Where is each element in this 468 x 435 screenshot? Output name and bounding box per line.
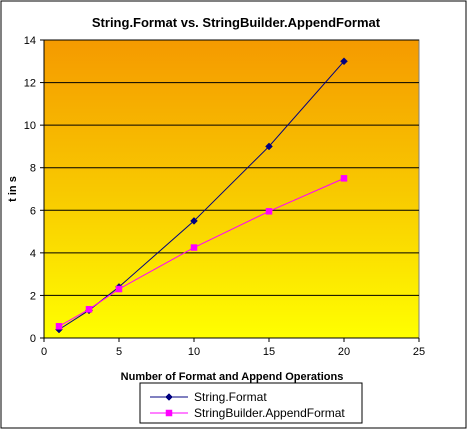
legend-item-1: String.Format: [150, 390, 267, 404]
y-tick-label: 14: [24, 35, 36, 47]
y-tick-label: 12: [24, 78, 36, 90]
legend: String.Format StringBuilder.AppendFormat: [139, 382, 363, 424]
legend-label: String.Format: [194, 390, 267, 404]
data-point: [190, 244, 198, 251]
plot-area: [43, 39, 420, 339]
y-tick-label: 8: [30, 163, 36, 175]
series-line-1: [58, 60, 345, 330]
data-point: [340, 175, 348, 182]
data-point: [190, 217, 198, 225]
data-point: [115, 285, 123, 293]
legend-marker: [165, 393, 173, 401]
x-tick-label: 10: [188, 346, 200, 358]
series-line-2: [58, 177, 345, 327]
legend-label: StringBuilder.AppendFormat: [194, 406, 345, 420]
chart-title: String.Format vs. StringBuilder.AppendFo…: [92, 15, 381, 30]
x-axis-label: Number of Format and Append Operations: [121, 371, 344, 383]
legend-box: [139, 382, 363, 424]
x-tick-label: 25: [413, 346, 425, 358]
x-tick-label: 20: [338, 346, 350, 358]
data-point: [85, 306, 93, 313]
data-point: [265, 208, 273, 215]
grid-lines: [44, 39, 419, 296]
data-point: [55, 323, 63, 330]
legend-item-2: StringBuilder.AppendFormat: [150, 406, 345, 420]
y-tick-label: 10: [24, 120, 36, 132]
y-axis-label: t in s: [7, 176, 19, 202]
y-tick-label: 4: [30, 248, 36, 260]
data-point: [340, 57, 348, 66]
series-2: [55, 175, 348, 330]
data-point: [265, 142, 273, 151]
y-tick-label: 2: [30, 290, 36, 302]
x-tick-label: 15: [263, 346, 275, 358]
y-tick-label: 0: [30, 333, 36, 345]
x-tick-label: 0: [41, 346, 47, 358]
legend-marker: [165, 409, 173, 417]
series-layer: [55, 57, 348, 334]
axes: 0 2 4 6 8 10 12 14 0 5 10 15 20 25: [24, 35, 425, 358]
x-tick-label: 5: [116, 346, 122, 358]
y-tick-label: 6: [30, 205, 36, 217]
